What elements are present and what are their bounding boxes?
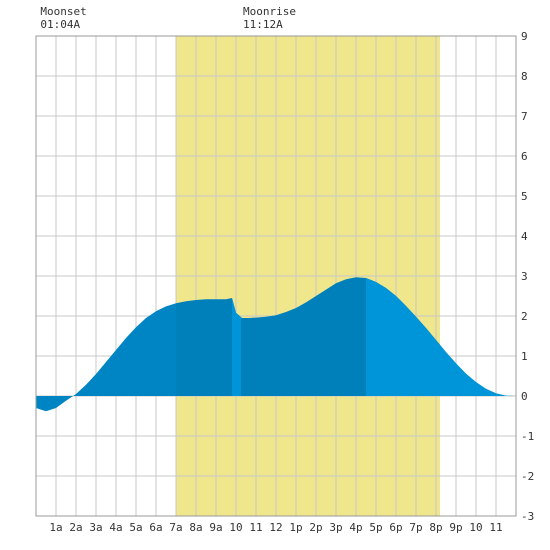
x-tick-label: 4a	[109, 521, 122, 534]
annotation-label: Moonset	[40, 5, 86, 18]
x-tick-label: 10	[229, 521, 242, 534]
annotation-label: Moonrise	[243, 5, 296, 18]
x-tick-label: 5a	[129, 521, 142, 534]
y-tick-label: 5	[521, 190, 528, 203]
x-tick-label: 5p	[369, 521, 382, 534]
x-tick-label: 6a	[149, 521, 162, 534]
x-tick-label: 1p	[289, 521, 302, 534]
x-tick-label: 4p	[349, 521, 362, 534]
x-tick-label: 11	[249, 521, 262, 534]
axis-layer	[35, 35, 517, 517]
y-tick-label: -1	[521, 430, 534, 443]
x-tick-label: 10	[469, 521, 482, 534]
y-tick-label: 1	[521, 350, 528, 363]
y-tick-label: 6	[521, 150, 528, 163]
y-tick-label: 7	[521, 110, 528, 123]
y-tick-label: 4	[521, 230, 528, 243]
y-tick-label: -3	[521, 510, 534, 523]
x-tick-label: 7p	[409, 521, 422, 534]
x-tick-label: 2p	[309, 521, 322, 534]
tide-area-night-late	[440, 344, 516, 396]
y-tick-label: -2	[521, 470, 534, 483]
x-tick-label: 9p	[449, 521, 462, 534]
tide-area-highlight-strip	[232, 298, 241, 396]
plot-frame	[35, 35, 517, 517]
tide-area-after-peak	[366, 278, 440, 396]
x-tick-label: 11	[489, 521, 502, 534]
x-tick-label: 3p	[329, 521, 342, 534]
y-tick-label: 2	[521, 310, 528, 323]
annotation-time: 11:12A	[243, 18, 283, 31]
x-tick-label: 12	[269, 521, 282, 534]
x-tick-label: 3a	[89, 521, 102, 534]
y-tick-label: 9	[521, 30, 528, 43]
x-tick-label: 8a	[189, 521, 202, 534]
tide-area-layer	[36, 277, 516, 412]
x-tick-label: 9a	[209, 521, 222, 534]
annotation-time: 01:04A	[40, 18, 80, 31]
y-tick-label: 8	[521, 70, 528, 83]
tide-area-night-early	[36, 303, 176, 412]
x-tick-label: 6p	[389, 521, 402, 534]
x-tick-label: 8p	[429, 521, 442, 534]
x-tick-label: 7a	[169, 521, 182, 534]
y-tick-label: 3	[521, 270, 528, 283]
y-tick-label: 0	[521, 390, 528, 403]
x-tick-label: 2a	[69, 521, 82, 534]
grid-layer	[35, 35, 517, 517]
label-layer: 1a 2a 3a 4a 5a 6a 7a 8a 9a 10 11 12 1p 2p 3p 4p 5p 6p 7p 8p…	[49, 30, 534, 534]
x-tick-label: 1a	[49, 521, 62, 534]
